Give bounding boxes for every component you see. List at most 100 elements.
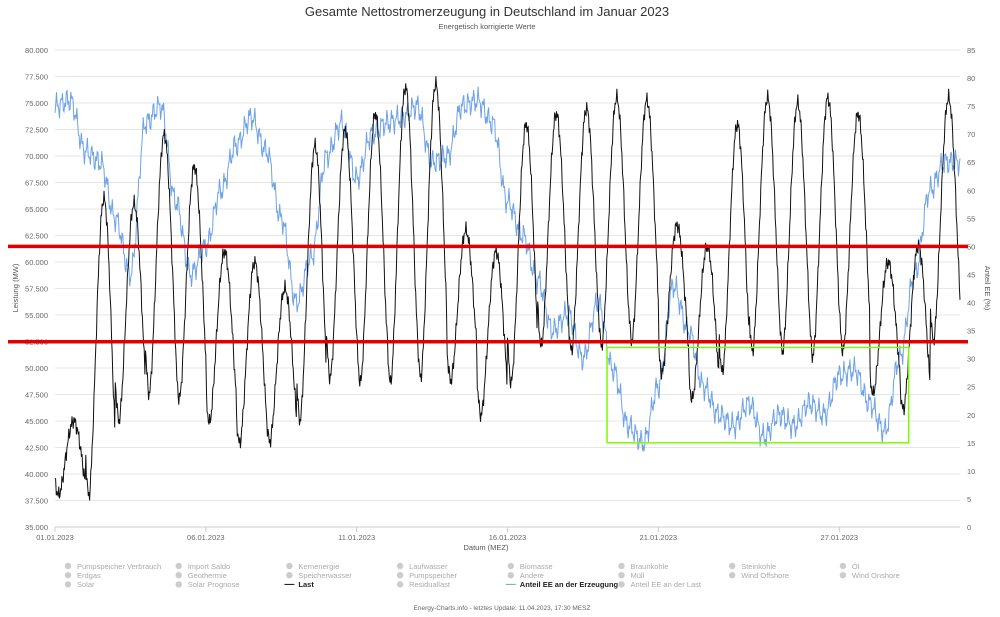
y-tick-label: 60.000 <box>25 258 48 267</box>
legend-item[interactable]: Biomasse <box>507 562 553 571</box>
y-tick-label: 72.500 <box>25 126 48 135</box>
legend-label: Biomasse <box>520 562 553 571</box>
legend-item[interactable]: Pumpspeicher Verbrauch <box>64 562 161 571</box>
legend-dot-marker <box>729 572 736 579</box>
legend-dot-marker <box>396 581 404 588</box>
legend-label: Anteil EE an der Erzeugung <box>520 580 619 589</box>
legend-dot-marker <box>729 562 736 570</box>
legend-label: Erdgas <box>77 571 101 580</box>
x-axis-ticks: 01.01.2023 06.01.2023 11.01.2023 16.01.2023… <box>36 526 960 542</box>
legend-item[interactable]: Andere <box>507 571 544 580</box>
legend-dot-marker <box>618 581 625 588</box>
legend-item[interactable]: Solar <box>64 580 95 589</box>
y2-tick-label: 35 <box>967 327 975 336</box>
legend-dot-marker <box>175 562 182 570</box>
legend-dot-marker <box>175 572 182 579</box>
legend-dot-marker <box>618 562 625 570</box>
chart-title: Gesamte Nettostromerzeugung in Deutschla… <box>305 4 669 19</box>
annotations-group <box>8 244 968 444</box>
legend-item[interactable]: Braunkohle <box>618 562 668 571</box>
y2-tick-label: 15 <box>967 439 975 448</box>
y2-tick-label: 40 <box>967 299 975 308</box>
legend-item[interactable]: Solar Prognose <box>175 580 240 589</box>
x-tick-label: 01.01.2023 <box>36 533 74 542</box>
legend-item[interactable]: Steinkohle <box>729 562 776 571</box>
y-tick-label: 62.500 <box>25 232 48 241</box>
y-tick-label: 67.500 <box>25 179 48 188</box>
legend-item[interactable]: Wind Offshore <box>729 571 789 580</box>
series-group <box>54 76 961 501</box>
y2-tick-label: 80 <box>967 74 975 83</box>
y-tick-label: 37.500 <box>25 497 48 506</box>
y-tick-label: 70.000 <box>25 152 48 161</box>
legend-item[interactable]: Import Saldo <box>175 562 231 571</box>
y-tick-label: 45.000 <box>25 417 48 426</box>
y2-tick-label: 10 <box>967 467 975 476</box>
x-tick-label: 21.01.2023 <box>640 533 678 542</box>
legend-label: Kernenergie <box>298 562 339 571</box>
legend-item[interactable]: Speicherwasser <box>286 571 352 580</box>
y2-axis-title: Anteil EE (%) <box>983 266 992 311</box>
legend-item[interactable]: Residuallast <box>396 580 451 589</box>
y2-tick-label: 70 <box>967 130 975 139</box>
y2-tick-label: 65 <box>967 158 975 167</box>
legend-item[interactable]: Wind Onshore <box>839 571 900 580</box>
legend-item[interactable]: Erdgas <box>64 571 101 580</box>
legend-dot-marker <box>64 572 72 579</box>
x-axis-title: Datum (MEZ) <box>464 543 510 552</box>
legend-item[interactable]: Geothermie <box>175 571 227 580</box>
legend-dot-marker <box>839 562 847 570</box>
y2-tick-label: 50 <box>967 242 975 251</box>
y-axis-title: Leistung (MW) <box>11 263 20 312</box>
legend-label: Wind Onshore <box>852 571 900 580</box>
y-tick-label: 57.500 <box>25 285 48 294</box>
y-tick-label: 65.000 <box>25 205 48 214</box>
y2-tick-label: 5 <box>967 495 971 504</box>
legend-label: Solar Prognose <box>188 580 240 589</box>
legend-label: Öl <box>852 562 860 571</box>
y2-tick-label: 45 <box>967 270 975 279</box>
y-tick-label: 80.000 <box>25 46 48 55</box>
legend-item[interactable]: Laufwasser <box>396 562 448 571</box>
x-tick-label: 27.01.2023 <box>821 533 859 542</box>
y-tick-label: 42.500 <box>25 444 48 453</box>
legend-item[interactable]: Müll <box>618 571 645 580</box>
legend-item[interactable]: Öl <box>839 562 860 571</box>
legend-item[interactable]: Kernenergie <box>286 562 339 571</box>
legend-label: Import Saldo <box>188 562 231 571</box>
legend-dot-marker <box>507 562 514 570</box>
y-tick-label: 47.500 <box>25 391 48 400</box>
legend-label: Geothermie <box>188 571 227 580</box>
x-tick-label: 06.01.2023 <box>187 533 225 542</box>
credit-text: Energy-Charts.info - letztes Update: 11.… <box>414 605 591 612</box>
y-axis-ticks: 35.000 37.500 40.000 42.500 45.000 47.500 50.0… <box>25 46 48 532</box>
y2-tick-label: 85 <box>967 46 975 55</box>
legend: Pumpspeicher Verbrauch Import Saldo Kernen… <box>64 562 900 589</box>
legend-label: Wind Offshore <box>741 571 789 580</box>
legend-label: Anteil EE an der Last <box>631 580 702 589</box>
legend-item[interactable]: Anteil EE an der Erzeugung <box>505 580 619 589</box>
y2-tick-label: 60 <box>967 186 975 195</box>
annotation-rect <box>606 346 910 444</box>
y2-tick-label: 30 <box>967 355 975 364</box>
y-tick-label: 75.000 <box>25 99 48 108</box>
legend-item[interactable]: Last <box>284 580 314 589</box>
legend-label: Braunkohle <box>631 562 669 571</box>
legend-label: Pumpspeicher <box>409 571 457 580</box>
legend-label: Solar <box>77 580 95 589</box>
gridlines <box>55 49 960 528</box>
y2-axis-ticks: 0 5 10 15 20 25 30 35 40 45 50 55 60 65 70 75 80 85 <box>967 46 975 532</box>
series-line-ee-share <box>54 86 961 452</box>
legend-item[interactable]: Pumpspeicher <box>396 571 458 580</box>
legend-label: Residuallast <box>409 580 451 589</box>
legend-dot-marker <box>839 572 847 579</box>
chart-subtitle: Energetisch korrigierte Werte <box>439 22 536 31</box>
y2-tick-label: 0 <box>967 523 971 532</box>
legend-label: Speicherwasser <box>298 571 352 580</box>
legend-label: Laufwasser <box>409 562 448 571</box>
y-tick-label: 40.000 <box>25 470 48 479</box>
legend-item[interactable]: Anteil EE an der Last <box>618 580 702 589</box>
legend-dot-marker <box>64 581 72 588</box>
y-tick-label: 50.000 <box>25 364 48 373</box>
